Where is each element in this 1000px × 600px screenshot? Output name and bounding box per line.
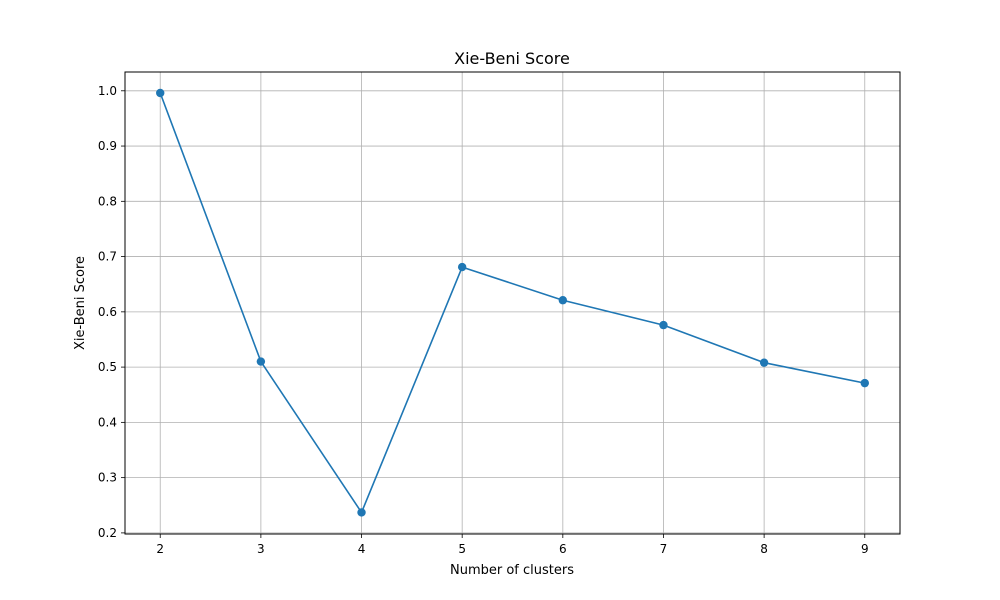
x-tick-label: 6 <box>559 542 567 556</box>
y-tick-label: 0.2 <box>98 526 117 540</box>
x-tick-label: 3 <box>257 542 265 556</box>
x-tick-label: 9 <box>861 542 869 556</box>
data-point <box>759 358 769 367</box>
plot-area-frame <box>124 71 901 535</box>
chart-title: Xie-Beni Score <box>454 49 570 68</box>
grid <box>125 72 900 534</box>
y-tick-label: 0.5 <box>98 360 117 374</box>
data-point <box>558 296 568 305</box>
y-tick-label: 1.0 <box>98 84 117 98</box>
y-tick-label: 0.4 <box>98 415 117 429</box>
y-tick-label: 0.8 <box>98 194 117 208</box>
series-line <box>159 92 865 514</box>
x-axis-label: Number of clusters <box>450 563 574 578</box>
x-tick-label: 7 <box>660 542 668 556</box>
data-point <box>659 320 668 330</box>
x-tick-label: 5 <box>458 542 466 556</box>
axis-ticks: 2 3 4 5 6 7 8 9 0.2 0.3 0.4 0.5 0.6 0.7 0.8 0.9 1.0 <box>98 84 869 556</box>
x-tick-label: 8 <box>760 542 768 556</box>
y-tick-label: 0.3 <box>98 471 117 485</box>
x-tick-label: 4 <box>358 542 366 556</box>
data-point <box>860 378 869 388</box>
data-point <box>357 508 366 517</box>
y-tick-label: 0.9 <box>98 139 117 153</box>
x-tick-label: 2 <box>156 542 164 556</box>
y-tick-label: 0.6 <box>98 305 117 319</box>
data-point <box>457 262 467 272</box>
series-line-layer <box>159 92 865 514</box>
data-point-layer <box>156 88 869 517</box>
y-axis-label: Xie-Beni Score <box>73 256 88 350</box>
data-point <box>156 88 165 98</box>
data-point <box>256 357 266 366</box>
y-tick-label: 0.7 <box>98 250 117 264</box>
